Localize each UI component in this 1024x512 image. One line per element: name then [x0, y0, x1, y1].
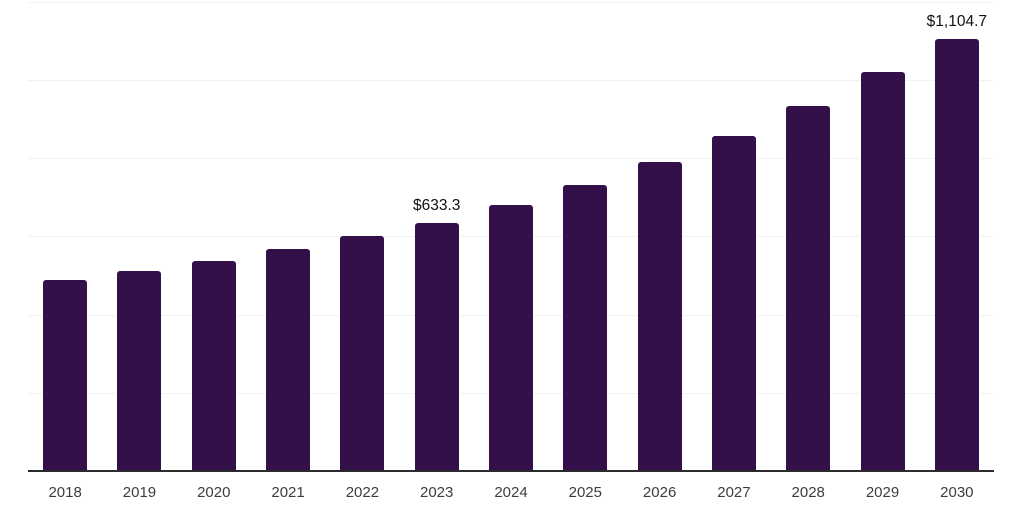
bar-2020	[191, 260, 236, 471]
bar-2022	[340, 236, 385, 471]
gridline-1000	[28, 79, 994, 81]
value-label-2023: $633.3	[412, 197, 461, 215]
gridline-1200	[28, 1, 994, 3]
x-tick-label-2018: 2018	[48, 484, 82, 501]
bar-2028	[786, 106, 831, 471]
x-tick-label-2030: 2030	[940, 484, 974, 501]
bar-2018	[43, 279, 88, 471]
x-tick-label-2019: 2019	[122, 484, 157, 501]
x-tick-label-2028: 2028	[791, 484, 825, 501]
value-label-2030: $1,104.7	[926, 12, 988, 30]
bar-2019	[117, 270, 162, 471]
x-tick-label-2026: 2026	[642, 484, 677, 501]
bar-2026	[637, 161, 682, 471]
bar-2027	[711, 135, 756, 471]
x-tick-label-2027: 2027	[717, 484, 751, 501]
bar-2030	[934, 38, 979, 471]
x-tick-label-2023: 2023	[420, 484, 454, 501]
bar-2021	[266, 248, 311, 471]
bar-2025	[563, 184, 608, 471]
x-tick-label-2022: 2022	[345, 484, 380, 501]
x-tick-label-2029: 2029	[865, 484, 900, 501]
x-tick-label-2020: 2020	[197, 484, 231, 501]
gridline-800	[28, 158, 994, 159]
bar-2024	[489, 204, 533, 471]
x-tick-label-2021: 2021	[271, 484, 305, 501]
bar-2023	[414, 223, 459, 471]
x-tick-label-2024: 2024	[494, 484, 528, 501]
bar-2029	[860, 72, 905, 471]
x-tick-label-2025: 2025	[568, 484, 602, 501]
x-axis-line	[28, 470, 994, 472]
